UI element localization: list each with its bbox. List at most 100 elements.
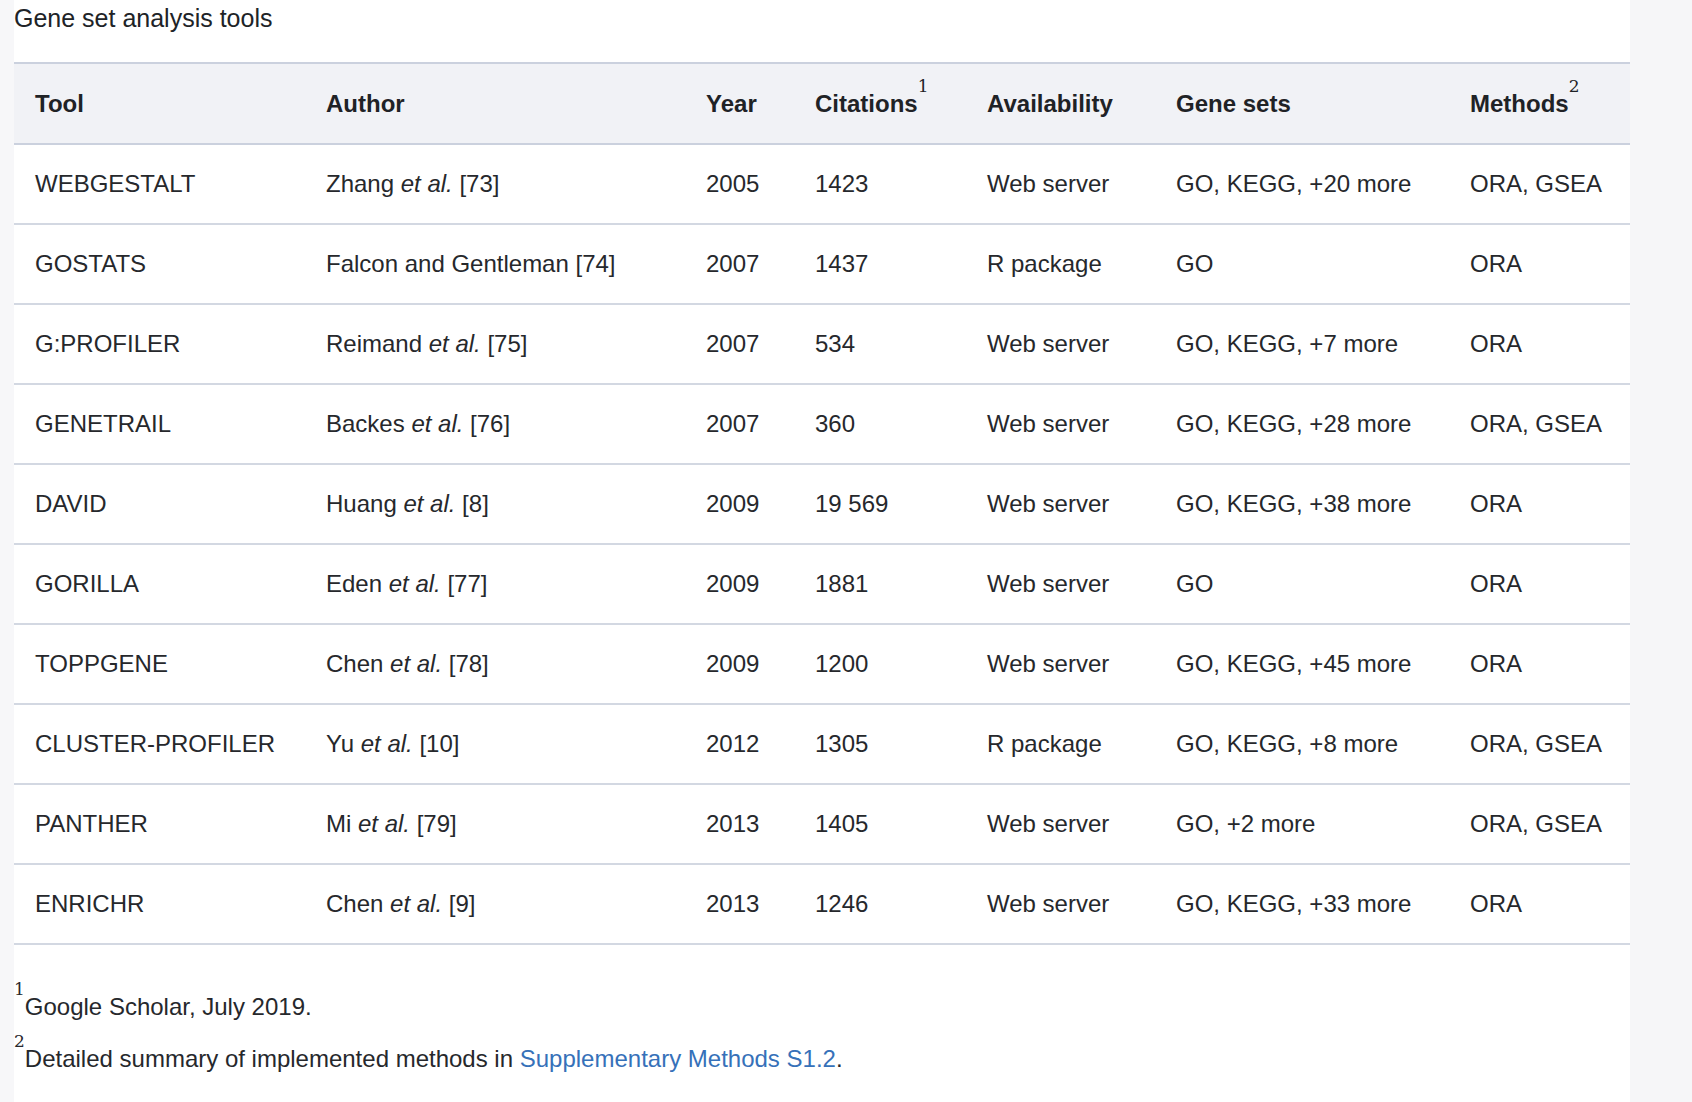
col-header-methods-label: Methods (1470, 90, 1569, 117)
methods-cell: ORA, GSEA (1449, 144, 1630, 224)
footnote-1-text: Google Scholar, July 2019. (25, 993, 312, 1020)
availability-cell: Web server (966, 464, 1155, 544)
tool-cell: DAVID (14, 464, 305, 544)
footnotes: 1Google Scholar, July 2019. 2Detailed su… (14, 981, 1630, 1085)
methods-cell: ORA, GSEA (1449, 704, 1630, 784)
gene-sets-cell: GO, KEGG, +7 more (1155, 304, 1449, 384)
table-row: PANTHER Mi et al. [79] 2013 1405 Web ser… (14, 784, 1630, 864)
left-gutter (0, 0, 14, 1102)
availability-cell: Web server (966, 144, 1155, 224)
author-cell: Yu et al. [10] (305, 704, 685, 784)
year-cell: 2009 (685, 624, 794, 704)
col-header-tool: Tool (14, 63, 305, 144)
year-cell: 2013 (685, 784, 794, 864)
col-header-year: Year (685, 63, 794, 144)
table-row: DAVID Huang et al. [8] 2009 19 569 Web s… (14, 464, 1630, 544)
methods-cell: ORA, GSEA (1449, 384, 1630, 464)
gene-sets-cell: GO, KEGG, +33 more (1155, 864, 1449, 944)
gene-set-tools-table: Tool Author Year Citations1 Availability… (14, 62, 1630, 945)
availability-cell: R package (966, 224, 1155, 304)
methods-cell: ORA (1449, 624, 1630, 704)
col-header-gene-sets-label: Gene sets (1176, 90, 1291, 117)
col-header-gene-sets: Gene sets (1155, 63, 1449, 144)
tool-cell: GORILLA (14, 544, 305, 624)
citations-cell: 1200 (794, 624, 966, 704)
author-cell: Chen et al. [78] (305, 624, 685, 704)
table-row: CLUSTER-PROFILER Yu et al. [10] 2012 130… (14, 704, 1630, 784)
year-cell: 2013 (685, 864, 794, 944)
author-cell: Falcon and Gentleman [74] (305, 224, 685, 304)
availability-cell: Web server (966, 544, 1155, 624)
author-cell: Mi et al. [79] (305, 784, 685, 864)
table-row: ENRICHR Chen et al. [9] 2013 1246 Web se… (14, 864, 1630, 944)
col-header-tool-label: Tool (35, 90, 84, 117)
tool-cell: WEBGESTALT (14, 144, 305, 224)
tool-cell: ENRICHR (14, 864, 305, 944)
footnote-1: 1Google Scholar, July 2019. (14, 981, 1630, 1033)
footnote-2-period: . (836, 1045, 843, 1072)
table-section: Gene set analysis tools Tool Author Year… (14, 0, 1630, 1085)
author-cell: Zhang et al. [73] (305, 144, 685, 224)
col-header-availability-label: Availability (987, 90, 1113, 117)
methods-cell: ORA, GSEA (1449, 784, 1630, 864)
year-cell: 2009 (685, 464, 794, 544)
col-header-availability: Availability (966, 63, 1155, 144)
supplementary-methods-link[interactable]: Supplementary Methods S1.2 (520, 1045, 836, 1072)
citations-cell: 1881 (794, 544, 966, 624)
year-cell: 2007 (685, 304, 794, 384)
citations-cell: 19 569 (794, 464, 966, 544)
table-row: WEBGESTALT Zhang et al. [73] 2005 1423 W… (14, 144, 1630, 224)
right-gutter (1630, 0, 1692, 1102)
author-cell: Huang et al. [8] (305, 464, 685, 544)
availability-cell: Web server (966, 304, 1155, 384)
citations-cell: 360 (794, 384, 966, 464)
author-cell: Reimand et al. [75] (305, 304, 685, 384)
gene-sets-cell: GO, KEGG, +45 more (1155, 624, 1449, 704)
availability-cell: R package (966, 704, 1155, 784)
availability-cell: Web server (966, 784, 1155, 864)
table-row: G:PROFILER Reimand et al. [75] 2007 534 … (14, 304, 1630, 384)
footnote-2-marker: 2 (14, 1031, 25, 1051)
citations-cell: 1437 (794, 224, 966, 304)
gene-sets-cell: GO, KEGG, +8 more (1155, 704, 1449, 784)
footnote-2-text: Detailed summary of implemented methods … (25, 1045, 520, 1072)
tool-cell: TOPPGENE (14, 624, 305, 704)
year-cell: 2007 (685, 384, 794, 464)
col-header-methods: Methods2 (1449, 63, 1630, 144)
year-cell: 2005 (685, 144, 794, 224)
col-header-author: Author (305, 63, 685, 144)
gene-sets-cell: GO (1155, 544, 1449, 624)
citations-footnote-marker: 1 (918, 76, 929, 96)
gene-sets-cell: GO, KEGG, +38 more (1155, 464, 1449, 544)
col-header-citations-label: Citations (815, 90, 918, 117)
year-cell: 2012 (685, 704, 794, 784)
table-row: GENETRAIL Backes et al. [76] 2007 360 We… (14, 384, 1630, 464)
methods-cell: ORA (1449, 864, 1630, 944)
gene-sets-cell: GO, +2 more (1155, 784, 1449, 864)
col-header-author-label: Author (326, 90, 405, 117)
tool-cell: GOSTATS (14, 224, 305, 304)
tool-cell: PANTHER (14, 784, 305, 864)
methods-cell: ORA (1449, 224, 1630, 304)
methods-cell: ORA (1449, 544, 1630, 624)
gene-sets-cell: GO (1155, 224, 1449, 304)
citations-cell: 1405 (794, 784, 966, 864)
table-row: GORILLA Eden et al. [77] 2009 1881 Web s… (14, 544, 1630, 624)
gene-sets-cell: GO, KEGG, +20 more (1155, 144, 1449, 224)
footnote-2: 2Detailed summary of implemented methods… (14, 1033, 1630, 1085)
availability-cell: Web server (966, 384, 1155, 464)
page-title: Gene set analysis tools (14, 0, 1630, 34)
tool-cell: GENETRAIL (14, 384, 305, 464)
methods-cell: ORA (1449, 304, 1630, 384)
gene-sets-cell: GO, KEGG, +28 more (1155, 384, 1449, 464)
table-row: TOPPGENE Chen et al. [78] 2009 1200 Web … (14, 624, 1630, 704)
table-row: GOSTATS Falcon and Gentleman [74] 2007 1… (14, 224, 1630, 304)
availability-cell: Web server (966, 864, 1155, 944)
author-cell: Backes et al. [76] (305, 384, 685, 464)
col-header-year-label: Year (706, 90, 757, 117)
citations-cell: 534 (794, 304, 966, 384)
author-cell: Chen et al. [9] (305, 864, 685, 944)
year-cell: 2007 (685, 224, 794, 304)
citations-cell: 1246 (794, 864, 966, 944)
year-cell: 2009 (685, 544, 794, 624)
